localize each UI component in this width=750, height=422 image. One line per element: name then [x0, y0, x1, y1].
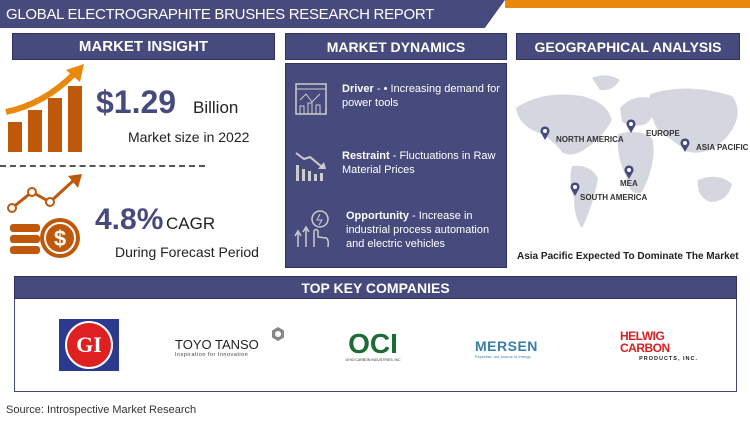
hexagon-nut-icon [272, 327, 284, 341]
europe-pin-icon [626, 119, 636, 133]
cagr-caption: During Forecast Period [115, 244, 259, 260]
market-insight-header: MARKET INSIGHT [12, 33, 275, 60]
accent-bar [505, 0, 750, 8]
opportunity-label: Opportunity [346, 210, 409, 222]
mea-pin-icon [624, 165, 634, 179]
north-america-pin-icon [540, 126, 550, 140]
cagr-label: CAGR [166, 214, 216, 233]
market-dynamics-panel: Driver - • Increasing demand for power t… [285, 63, 507, 268]
restraint-item: Restraint - Fluctuations in Raw Material… [294, 149, 502, 183]
source-note: Source: Introspective Market Research [6, 404, 197, 416]
companies-panel: GI TOYO TANSO Inspiration for Innovation … [14, 299, 737, 392]
region-europe: EUROPE [646, 129, 680, 138]
market-value: $1.29 [96, 84, 177, 120]
svg-text:$: $ [54, 226, 66, 251]
declining-bars-icon [295, 152, 326, 181]
company-logo-helwig-carbon: HELWIG CARBON PRODUCTS, INC. [620, 329, 698, 362]
region-mea: MEA [620, 179, 638, 188]
report-title: GLOBAL ELECTROGRAPHITE BRUSHES RESEARCH … [0, 0, 505, 28]
region-south-america: SOUTH AMERICA [580, 193, 648, 202]
restraint-label: Restraint [342, 150, 390, 162]
region-north-america: NORTH AMERICA [556, 135, 624, 144]
geo-caption: Asia Pacific Expected To Dominate The Ma… [517, 251, 739, 262]
opportunity-item: Opportunity - Increase in industrial pro… [294, 209, 504, 251]
company-logo-mersen: MERSEN Expertise, our source of energy [475, 337, 538, 359]
world-map [516, 75, 738, 228]
cagr-value: 4.8% [95, 203, 164, 236]
coin-growth-icon: $ [7, 174, 82, 258]
growth-hand-icon [294, 210, 329, 248]
south-america-pin-icon [570, 182, 580, 196]
growth-chart-icon [5, 64, 84, 152]
company-logo-oci: OCI OHIO CARBON INDUSTRIES, INC [345, 328, 401, 363]
top-key-companies-header: TOP KEY COMPANIES [14, 276, 737, 299]
company-logo-toyo-tanso: TOYO TANSO Inspiration for Innovation [175, 327, 295, 365]
chart-dashboard-icon [295, 83, 327, 115]
market-caption: Market size in 2022 [128, 129, 250, 145]
driver-label: Driver [342, 83, 374, 95]
market-unit: Billion [193, 98, 239, 117]
driver-item: Driver - • Increasing demand for power t… [294, 82, 502, 116]
company-logo-gi: GI [59, 319, 119, 371]
region-asia-pacific: ASIA PACIFIC [696, 143, 749, 152]
divider [0, 165, 205, 167]
market-dynamics-header: MARKET DYNAMICS [285, 33, 507, 60]
driver-text: - • Increasing demand for power tools [342, 83, 500, 109]
restraint-text: - Fluctuations in Raw Material Prices [342, 150, 496, 176]
geographical-analysis-header: GEOGRAPHICAL ANALYSIS [516, 33, 740, 60]
opportunity-text: - Increase in industrial process automat… [346, 210, 490, 250]
asia-pacific-pin-icon [680, 138, 690, 152]
